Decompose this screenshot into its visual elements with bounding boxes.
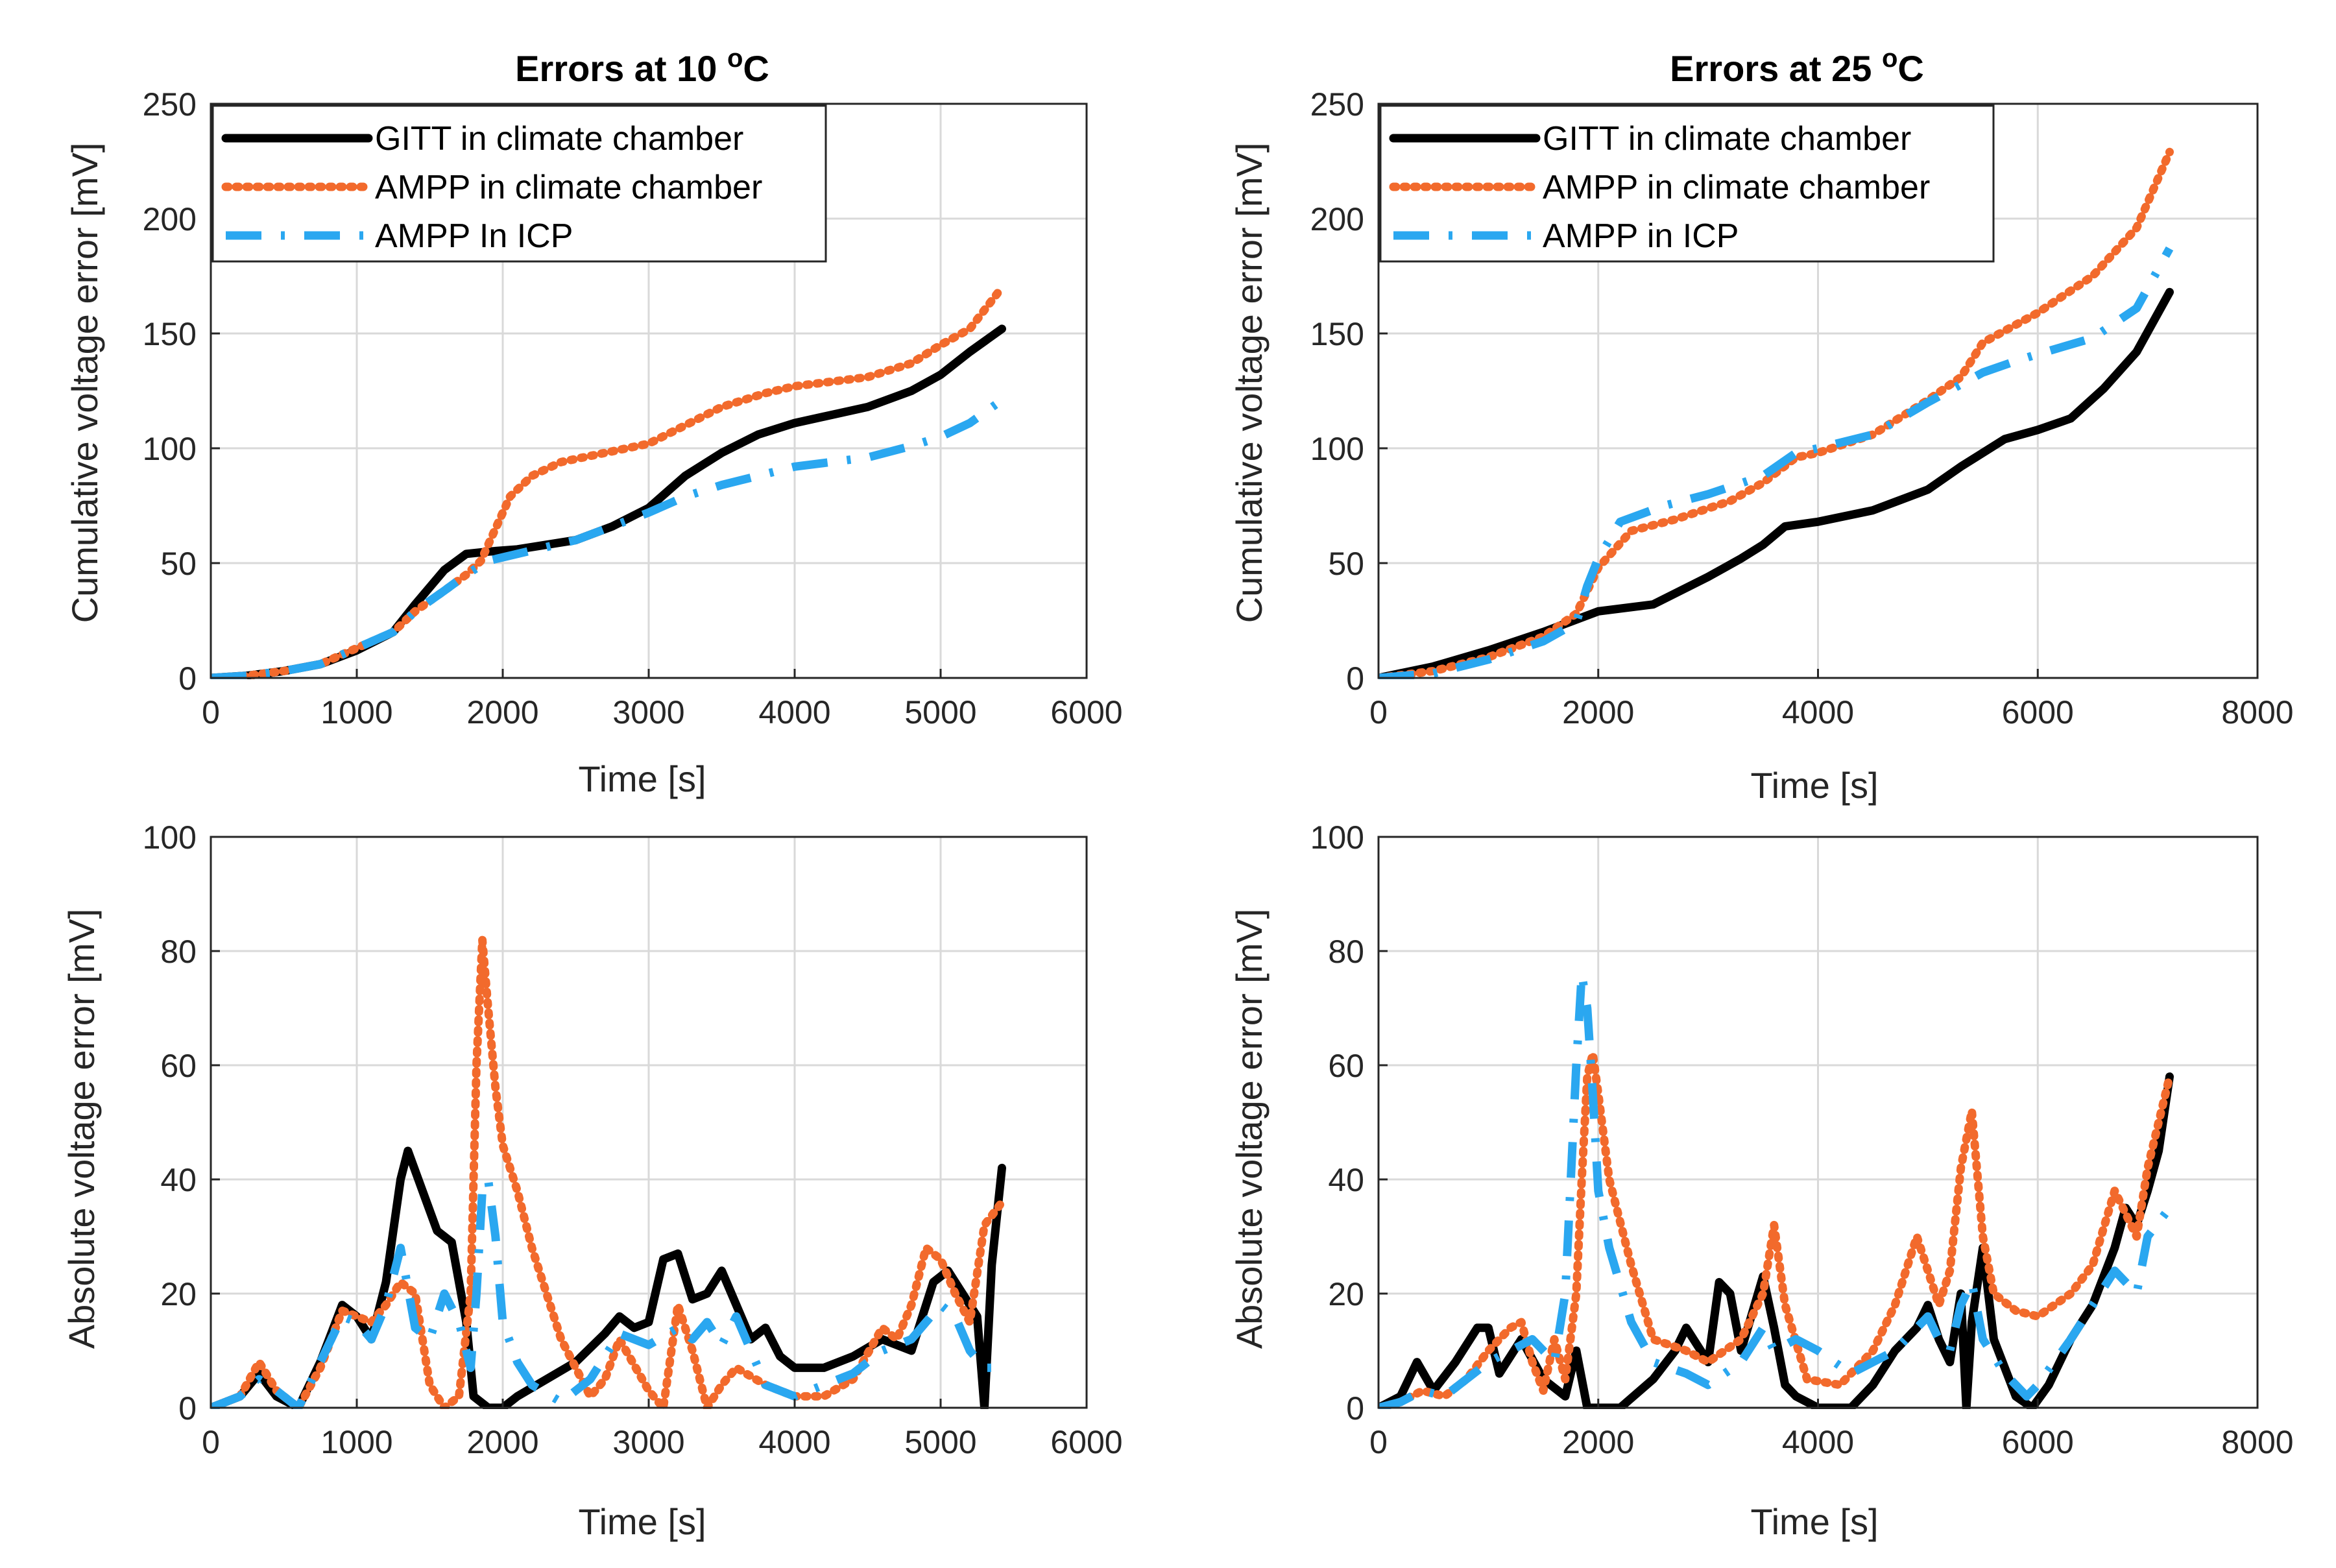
x-tick-label: 8000 [2221,1424,2293,1460]
y-tick-label: 150 [143,316,197,352]
series-line-ampp-in-icp [211,1175,1002,1409]
y-tick-label: 100 [1310,819,1364,856]
y-tick-label: 40 [160,1162,197,1198]
y-tick-label: 50 [1328,546,1364,582]
cumulative-error-10c-plot: Errors at 10 oC Cumulative voltage error… [64,44,1123,799]
y-tick-label: 100 [143,431,197,467]
x-axis-label: Time [s] [578,1501,706,1542]
x-tick-label: 2000 [1562,694,1634,730]
plot-title: Errors at 10 oC [515,44,769,89]
absolute-error-25c-plot: Absolute voltage error [mV] Time [s] 0 20… [1229,819,2294,1542]
x-tick-label: 6000 [2002,1424,2074,1460]
y-tick-label: 150 [1310,316,1364,352]
y-tick-label: 200 [1310,201,1364,237]
x-tick-label: 1000 [320,1424,392,1460]
y-tick-label: 0 [178,1390,197,1427]
x-tick-label: 5000 [904,694,976,730]
x-tick-label: 6000 [1050,694,1122,730]
x-tick-label: 0 [1369,1424,1388,1460]
x-tick-label: 2000 [466,694,538,730]
x-axis-label: Time [s] [1750,1501,1878,1542]
y-tick-label: 80 [160,934,197,970]
y-axis-label: Cumulative voltage error [mV] [64,143,105,623]
plot-title: Errors at 25 oC [1670,44,1924,89]
y-tick-label: 250 [143,86,197,123]
x-tick-label: 5000 [904,1424,976,1460]
legend-label: AMPP in climate chamber [375,169,762,206]
x-tick-label: 0 [1369,694,1388,730]
y-tick-label: 100 [143,819,197,856]
x-tick-label: 6000 [2002,694,2074,730]
series-line-ampp-in-climate-chamber [1379,147,2174,679]
x-tick-label: 8000 [2221,694,2293,730]
legend-label: GITT in climate chamber [375,120,743,158]
x-tick-label: 3000 [612,1424,684,1460]
legend-label: AMPP in climate chamber [1543,169,1930,206]
series-line-ampp-in-icp [1379,246,2174,679]
y-tick-label: 60 [1328,1048,1364,1084]
x-tick-label: 4000 [1782,1424,1854,1460]
x-tick-label: 2000 [1562,1424,1634,1460]
y-tick-label: 60 [160,1048,197,1084]
legend-label: AMPP In ICP [375,217,573,255]
series-line-ampp-in-climate-chamber [211,935,1006,1409]
series-line-ampp-in-icp [1379,969,2173,1409]
x-axis-label: Time [s] [578,758,706,799]
x-tick-label: 0 [202,694,220,730]
y-tick-label: 20 [160,1276,197,1312]
y-tick-label: 0 [178,660,197,697]
y-tick-label: 0 [1346,1390,1364,1427]
y-tick-label: 50 [160,546,197,582]
y-axis-label: Absolute voltage error [mV] [61,909,102,1349]
y-axis-label: Absolute voltage error [mV] [1229,909,1270,1349]
y-tick-label: 200 [143,201,197,237]
y-tick-label: 40 [1328,1162,1364,1198]
series-line-ampp-in-icp [211,396,1005,679]
x-tick-label: 4000 [758,694,830,730]
x-tick-label: 6000 [1050,1424,1122,1460]
y-tick-label: 100 [1310,431,1364,467]
cumulative-error-25c-plot: Errors at 25 oC Cumulative voltage error… [1229,44,2294,806]
y-tick-label: 0 [1346,660,1364,697]
y-axis-label: Cumulative voltage error [mV] [1229,143,1270,623]
x-axis-label: Time [s] [1750,765,1878,806]
series-line-ampp-in-climate-chamber [211,283,1006,679]
legend: GITT in climate chamber AMPP in climate c… [211,104,827,263]
x-tick-label: 4000 [1782,694,1854,730]
x-tick-label: 2000 [466,1424,538,1460]
legend-label: AMPP in ICP [1543,217,1739,255]
x-tick-label: 1000 [320,694,392,730]
legend-label: GITT in climate chamber [1543,120,1911,158]
y-tick-label: 250 [1310,86,1364,123]
x-tick-label: 0 [202,1424,220,1460]
x-tick-label: 4000 [758,1424,830,1460]
x-tick-label: 3000 [612,694,684,730]
absolute-error-10c-plot: Absolute voltage error [mV] Time [s] 0 10… [61,819,1123,1542]
y-tick-label: 20 [1328,1276,1364,1312]
y-tick-label: 80 [1328,934,1364,970]
legend: GITT in climate chamber AMPP in climate c… [1379,104,1995,263]
